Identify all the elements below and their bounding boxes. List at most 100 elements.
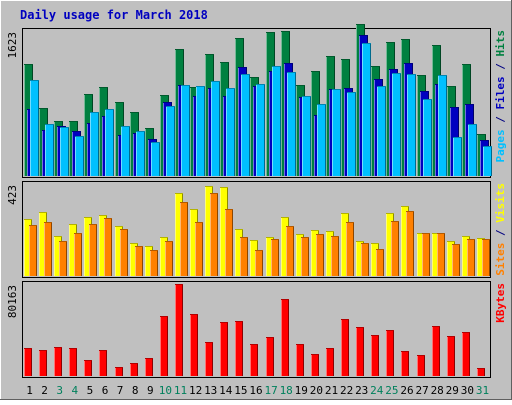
- x-tick-label: 21: [325, 384, 338, 397]
- bar-kbytes: [386, 330, 394, 376]
- bar-fill: [347, 92, 356, 176]
- bar-fill: [120, 229, 128, 276]
- bar-kbytes: [175, 284, 183, 376]
- bar-fill: [483, 146, 492, 176]
- bar-kbytes: [160, 316, 168, 376]
- bar-fill: [332, 89, 341, 176]
- legend-part: Pages: [494, 129, 507, 162]
- bar-fill: [44, 222, 52, 276]
- x-tick-label: 10: [159, 384, 172, 397]
- bar-kbytes: [477, 368, 485, 376]
- bar-fill: [331, 236, 339, 276]
- bar-kbytes: [296, 344, 304, 376]
- bar-pages: [241, 74, 250, 176]
- bar-fill: [326, 231, 334, 276]
- bar-fill: [326, 348, 334, 376]
- series-legend-label: KBytes: [494, 283, 507, 323]
- bar-fill: [180, 202, 188, 276]
- bar-fill: [407, 74, 416, 176]
- bar-fill: [376, 249, 384, 276]
- bar-sites: [89, 224, 97, 276]
- x-tick-label: 15: [234, 384, 247, 397]
- legend-part: Hits: [494, 30, 507, 57]
- bar-fill: [438, 75, 447, 176]
- bar-sites: [406, 211, 414, 276]
- bar-pages: [287, 72, 296, 176]
- bar-fill: [271, 239, 279, 276]
- bar-fill: [54, 347, 62, 376]
- bar-fill: [346, 222, 354, 276]
- x-tick-label: 25: [385, 384, 398, 397]
- x-tick-label: 18: [280, 384, 293, 397]
- bar-pages: [105, 109, 114, 176]
- bar-fill: [240, 237, 248, 276]
- series-kbytes: [24, 284, 485, 376]
- bar-fill: [255, 250, 263, 276]
- x-tick-label: 20: [310, 384, 323, 397]
- bar-sites: [165, 241, 173, 276]
- bar-fill: [266, 337, 274, 376]
- series-sites: [29, 193, 490, 276]
- bar-fill: [99, 350, 107, 376]
- bar-kbytes: [115, 367, 123, 376]
- bar-fill: [371, 335, 379, 376]
- bar-fill: [256, 84, 265, 176]
- bar-fill: [105, 109, 114, 176]
- bar-pages: [30, 80, 39, 176]
- bar-sites: [422, 233, 430, 276]
- bar-sites: [135, 246, 143, 276]
- legend-part: Visits: [494, 183, 507, 223]
- bar-sites: [44, 222, 52, 276]
- bar-fill: [160, 237, 168, 276]
- bar-fill: [462, 236, 470, 276]
- bar-kbytes: [371, 335, 379, 376]
- bar-fill: [401, 206, 409, 276]
- bar-fill: [160, 316, 168, 376]
- bar-fill: [301, 237, 309, 276]
- bar-fill: [24, 348, 32, 376]
- bar-fill: [150, 250, 158, 276]
- bar-fill: [205, 186, 213, 276]
- bar-kbytes: [220, 322, 228, 376]
- bar-pages: [256, 84, 265, 176]
- bar-pages: [468, 124, 477, 176]
- bar-fill: [477, 368, 485, 376]
- bar-sites: [452, 244, 460, 276]
- bar-fill: [121, 126, 130, 176]
- bar-kbytes: [39, 350, 47, 376]
- bar-fill: [89, 224, 97, 276]
- bar-fill: [190, 209, 198, 276]
- bar-fill: [45, 124, 54, 176]
- bar-kbytes: [205, 342, 213, 376]
- bar-fill: [104, 218, 112, 276]
- bar-fill: [281, 299, 289, 376]
- bar-pages: [317, 104, 326, 176]
- legend-part: /: [494, 110, 507, 130]
- bar-kbytes: [84, 360, 92, 376]
- bar-sites: [361, 243, 369, 276]
- bar-kbytes: [250, 344, 258, 376]
- series-pages: [30, 43, 492, 176]
- x-tick-label: 28: [431, 384, 444, 397]
- bar-kbytes: [462, 332, 470, 376]
- x-tick-label: 31: [476, 384, 489, 397]
- bar-kbytes: [447, 336, 455, 376]
- bar-fill: [241, 74, 250, 176]
- bar-fill: [135, 246, 143, 276]
- bar-sites: [29, 225, 37, 276]
- y-max-label: 80163: [6, 285, 19, 318]
- bar-fill: [210, 193, 218, 276]
- bar-kbytes: [281, 299, 289, 376]
- bar-pages: [45, 124, 54, 176]
- legend-part: Files: [494, 76, 507, 109]
- y-max-label: 423: [6, 185, 19, 205]
- bar-fill: [281, 217, 289, 276]
- panel-bottom: 80163 KBytes: [6, 281, 507, 378]
- bar-fill: [99, 215, 107, 276]
- bar-fill: [447, 336, 455, 376]
- legend-part: /: [494, 223, 507, 243]
- bar-sites: [316, 234, 324, 276]
- bar-sites: [180, 202, 188, 276]
- bar-pages: [347, 92, 356, 176]
- bar-fill: [24, 219, 32, 276]
